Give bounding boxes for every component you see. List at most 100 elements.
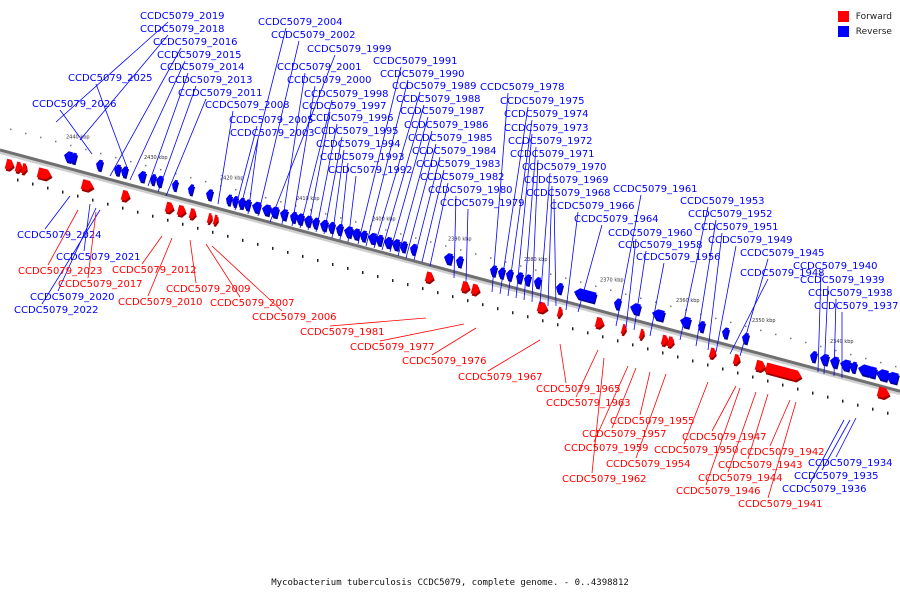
scale-dot — [835, 349, 837, 352]
scale-dot — [70, 144, 72, 147]
reverse-gene-label: CCDC5079_1994 — [316, 139, 401, 150]
scale-dot — [265, 197, 267, 199]
scale-tick-label: 2380 kbp — [524, 257, 548, 263]
scale-tick-label: 2410 kbp — [296, 196, 320, 202]
forward-gene-label: CCDC5079_1942 — [740, 447, 825, 458]
reverse-leader-line — [577, 224, 603, 313]
reverse-gene-arrow — [556, 282, 565, 296]
reverse-leader-line — [165, 98, 207, 197]
reverse-gene-arrow — [574, 288, 598, 305]
forward-gene-label: CCDC5079_1981 — [300, 327, 385, 338]
reverse-leader-line — [307, 111, 331, 231]
scale-dash — [392, 279, 394, 283]
scale-dot — [10, 128, 12, 131]
forward-leader-line — [575, 349, 599, 398]
scale-tick-label: 2370 kbp — [600, 277, 624, 283]
scale-dot — [190, 176, 192, 179]
reverse-gene-label: CCDC5079_2000 — [287, 75, 372, 86]
scale-dot — [175, 172, 177, 175]
reverse-gene-label: CCDC5079_1995 — [314, 126, 399, 137]
forward-leader-line — [639, 371, 651, 416]
forward-gene-arrow — [594, 316, 605, 330]
reverse-gene-label: CCDC5079_1991 — [373, 56, 458, 67]
forward-gene-arrow — [176, 204, 187, 218]
scale-dash — [812, 391, 814, 395]
forward-leader-line — [635, 373, 667, 459]
reverse-gene-arrow — [680, 316, 692, 330]
forward-gene-label: CCDC5079_2012 — [112, 265, 197, 276]
scale-dot — [550, 273, 552, 275]
scale-dot — [895, 365, 897, 368]
scale-dash — [797, 387, 799, 391]
reverse-gene-label: CCDC5079_1978 — [480, 82, 565, 93]
forward-gene-label: CCDC5079_1950 — [654, 445, 739, 456]
reverse-gene-arrow — [188, 184, 196, 197]
scale-dot — [670, 305, 672, 308]
reverse-gene-label: CCDC5079_1987 — [400, 106, 485, 117]
reverse-gene-label: CCDC5079_1936 — [782, 484, 867, 495]
reverse-gene-label: CCDC5079_1970 — [522, 162, 607, 173]
forward-gene-label: CCDC5079_1944 — [698, 473, 783, 484]
reverse-gene-arrow — [698, 320, 707, 334]
forward-gene-label: CCDC5079_2023 — [18, 266, 103, 277]
reverse-leader-line — [739, 258, 769, 357]
forward-gene-label: CCDC5079_2017 — [58, 279, 143, 290]
scale-dot — [865, 357, 867, 360]
scale-dash — [182, 222, 184, 226]
scale-dot — [610, 289, 612, 291]
scale-dash — [227, 234, 229, 238]
reverse-gene-label: CCDC5079_1993 — [320, 152, 405, 163]
scale-dot — [775, 333, 777, 336]
scale-dot — [850, 353, 852, 356]
reverse-leader-line — [365, 79, 409, 247]
scale-dash — [767, 379, 769, 383]
reverse-leader-line — [129, 60, 186, 181]
scale-dash — [527, 315, 529, 319]
scale-dash — [587, 331, 589, 335]
reverse-gene-arrow — [410, 243, 419, 257]
reverse-leader-line — [257, 40, 300, 217]
scale-dash — [857, 403, 859, 407]
reverse-gene-label: CCDC5079_1969 — [524, 175, 609, 186]
reverse-gene-label: CCDC5079_2002 — [271, 30, 356, 41]
reverse-leader-line — [339, 162, 349, 241]
reverse-gene-label: CCDC5079_2013 — [168, 75, 253, 86]
reverse-gene-label: CCDC5079_1953 — [680, 196, 765, 207]
reverse-gene-arrow — [400, 241, 409, 254]
scale-dot — [505, 261, 507, 263]
scale-dot — [790, 337, 792, 340]
reverse-gene-label: CCDC5079_1952 — [688, 209, 773, 220]
reverse-gene-label: CCDC5079_1973 — [504, 123, 589, 134]
reverse-leader-line — [429, 182, 449, 267]
reverse-leader-line — [373, 91, 421, 249]
reverse-leader-line — [44, 195, 71, 230]
forward-leader-line — [147, 237, 173, 297]
scale-dash — [827, 395, 829, 399]
reverse-leader-line — [269, 54, 336, 223]
reverse-gene-label: CCDC5079_1956 — [636, 252, 721, 263]
scale-dash — [122, 206, 124, 210]
scale-dash — [32, 182, 34, 186]
scale-dot — [25, 132, 27, 135]
scale-dot — [100, 152, 102, 155]
forward-gene-label: CCDC5079_1943 — [718, 460, 803, 471]
reverse-leader-line — [381, 104, 425, 251]
scale-dash — [647, 347, 649, 351]
reverse-gene-label: CCDC5079_1986 — [404, 120, 489, 131]
reverse-gene-label: CCDC5079_1974 — [504, 109, 589, 120]
reverse-gene-label: CCDC5079_2021 — [56, 252, 141, 263]
reverse-leader-line — [465, 208, 469, 283]
reverse-leader-line — [679, 206, 709, 341]
scale-dash — [47, 186, 49, 190]
reverse-gene-arrow — [722, 327, 731, 341]
reverse-gene-label: CCDC5079_1998 — [304, 89, 389, 100]
forward-leader-line — [329, 317, 427, 327]
forward-gene-arrow — [164, 201, 175, 215]
scale-dash — [662, 351, 664, 355]
scale-dot — [355, 221, 357, 223]
reverse-gene-arrow — [850, 361, 859, 375]
scale-dot — [130, 160, 132, 163]
reverse-gene-arrow — [516, 272, 525, 285]
scale-dash — [272, 246, 274, 250]
forward-gene-label: CCDC5079_1954 — [606, 459, 691, 470]
